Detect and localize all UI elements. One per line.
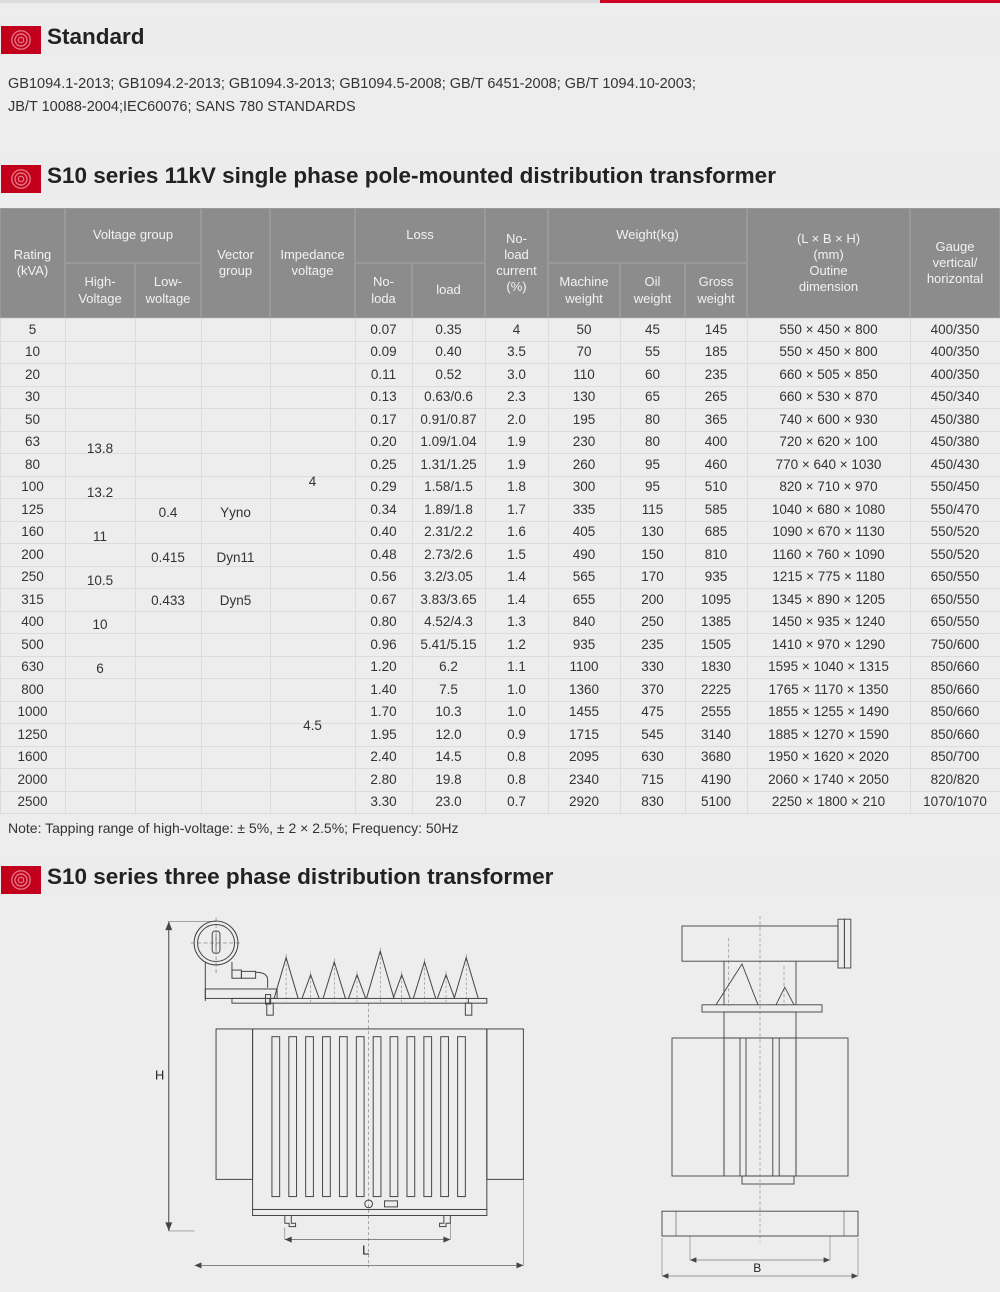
svg-text:H: H — [155, 1068, 164, 1083]
svg-text:L: L — [362, 1243, 369, 1258]
svg-text:B: B — [753, 1261, 761, 1275]
